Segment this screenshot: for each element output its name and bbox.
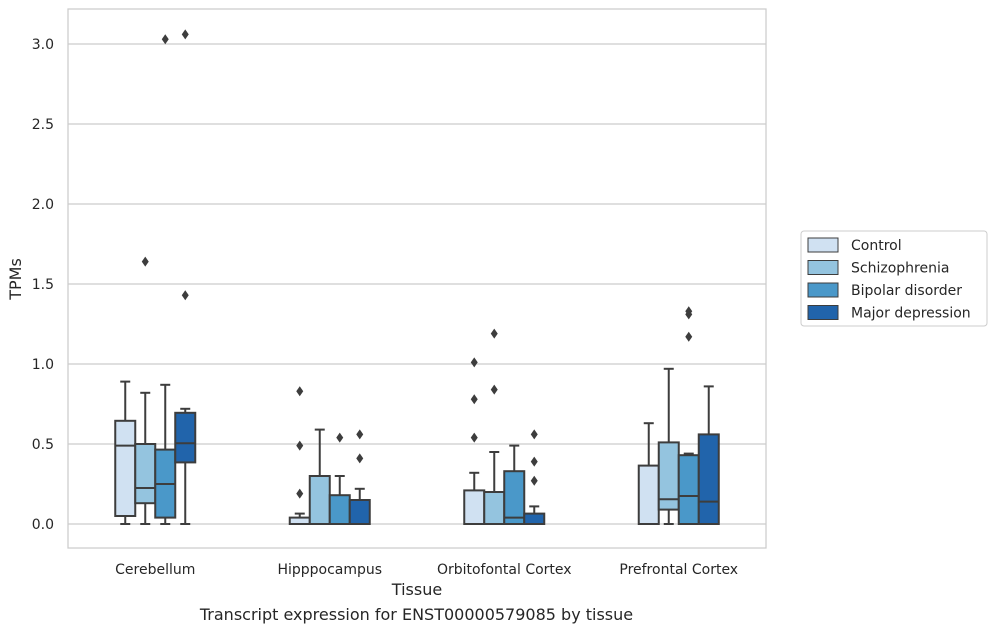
plot-frame [67, 8, 767, 549]
outlier-point [530, 456, 538, 467]
legend-label: Control [851, 238, 902, 254]
legend-swatch [807, 237, 839, 253]
y-tick-label: 2.0 [32, 197, 54, 213]
outlier-point [141, 256, 149, 267]
legend-label: Major depression [851, 306, 971, 322]
box-0-2 [154, 34, 177, 525]
box-3-2 [677, 306, 700, 526]
legend-swatch [807, 282, 839, 298]
outlier-point [356, 453, 364, 464]
outlier-point [490, 384, 498, 395]
outlier-point [530, 475, 538, 486]
box-0-0 [114, 380, 137, 525]
x-tick-label: Orbitofontal Cortex [437, 562, 572, 578]
y-axis-label: TPMs [6, 258, 25, 301]
box-body [348, 499, 371, 525]
legend-swatch [807, 305, 839, 320]
outlier-point [336, 432, 344, 443]
box-body [483, 491, 506, 525]
outlier-point [470, 357, 478, 368]
outlier-point [685, 331, 693, 342]
box-1-3 [348, 429, 371, 525]
box-0-1 [134, 256, 157, 525]
outlier-point [181, 290, 189, 301]
box-1-1 [308, 428, 331, 525]
x-axis-label: Tissue [391, 580, 442, 599]
box-body [134, 443, 157, 505]
box-2-3 [523, 429, 546, 525]
box-3-3 [697, 385, 720, 525]
y-tick-label: 3.0 [32, 37, 54, 53]
box-body [308, 475, 331, 525]
legend: Control Schizophrenia Bipolar disorder Majo… [800, 230, 988, 327]
legend-frame [800, 230, 988, 327]
outlier-point [181, 29, 189, 40]
box-3-0 [637, 422, 660, 526]
y-tick-label: 1.5 [32, 277, 54, 293]
legend-swatch [807, 260, 839, 275]
box-body [677, 454, 700, 526]
y-tick-label: 0.5 [32, 437, 54, 453]
outlier-point [685, 306, 693, 317]
box-0-3 [174, 29, 197, 525]
box-2-1 [483, 328, 506, 525]
box-3-1 [657, 367, 680, 525]
outlier-point [161, 34, 169, 45]
boxes [114, 29, 720, 526]
box-body [114, 419, 137, 517]
x-tick-label: Hipppocampus [277, 562, 382, 578]
box-body [697, 433, 720, 525]
outlier-point [296, 488, 304, 499]
x-axis-ticks: Cerebellum Hipppocampus Orbitofontal Corte… [115, 562, 738, 578]
box-1-0 [288, 386, 311, 525]
box-1-2 [328, 432, 351, 526]
outlier-point [530, 429, 538, 440]
y-tick-label: 2.5 [32, 117, 54, 133]
box-body [503, 470, 526, 526]
outlier-point [356, 429, 364, 440]
box-2-2 [503, 444, 526, 526]
outlier-point [470, 432, 478, 443]
chart-caption: Transcript expression for ENST0000057908… [199, 605, 634, 624]
outlier-point [470, 394, 478, 405]
y-tick-label: 0.0 [32, 517, 54, 533]
outlier-point [490, 328, 498, 339]
outlier-point [296, 386, 304, 397]
box-body [637, 464, 660, 526]
x-tick-label: Cerebellum [115, 562, 195, 578]
box-body [174, 411, 197, 464]
box-body [463, 489, 486, 525]
legend-label: Schizophrenia [851, 261, 949, 277]
x-tick-label: Prefrontal Cortex [619, 562, 738, 578]
legend-label: Bipolar disorder [851, 283, 962, 299]
y-axis-ticks: 0.0 0.5 1.0 1.5 2.0 2.5 3.0 [32, 37, 54, 533]
y-tick-label: 1.0 [32, 357, 54, 373]
box-body [523, 512, 546, 525]
box-2-0 [463, 357, 486, 525]
box-body [328, 494, 351, 526]
outlier-point [296, 440, 304, 451]
